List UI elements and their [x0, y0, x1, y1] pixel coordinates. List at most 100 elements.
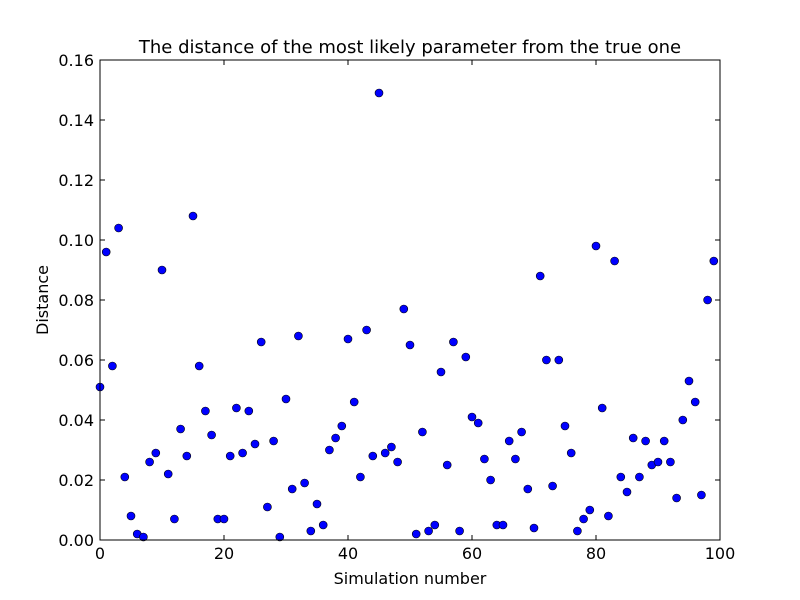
data-point — [145, 457, 154, 467]
data-point — [610, 256, 619, 266]
data-point — [690, 397, 700, 407]
data-point — [399, 304, 409, 314]
plot-area-frame — [99, 59, 721, 541]
data-point — [566, 448, 576, 458]
data-point — [238, 448, 247, 458]
data-point — [300, 478, 309, 488]
x-tick-label: 100 — [705, 544, 736, 563]
data-point — [263, 502, 272, 512]
y-tick-label: 0.16 — [58, 51, 94, 70]
data-point — [672, 493, 681, 503]
x-tick-label: 60 — [462, 544, 482, 563]
data-point — [232, 403, 241, 413]
chart-title: The distance of the most likely paramete… — [138, 37, 681, 58]
data-point — [548, 481, 557, 491]
data-point — [201, 406, 210, 416]
data-point — [573, 526, 582, 536]
data-point — [684, 376, 694, 386]
data-point — [473, 418, 483, 428]
data-point — [182, 451, 192, 461]
data-point — [188, 211, 198, 221]
x-axis-ticks: 0 20 40 60 80 100 — [95, 60, 735, 563]
y-tick-label: 0.02 — [58, 471, 94, 490]
data-point — [653, 457, 663, 467]
data-point — [455, 526, 464, 536]
x-tick-label: 0 — [95, 544, 105, 563]
data-point — [666, 457, 675, 467]
data-point — [275, 532, 285, 542]
data-point — [597, 403, 607, 413]
data-point — [659, 436, 669, 446]
data-point — [604, 511, 613, 521]
data-point — [622, 487, 632, 497]
data-point — [591, 241, 601, 251]
data-point — [101, 247, 111, 257]
data-point — [294, 331, 303, 341]
data-point — [368, 451, 378, 461]
data-point — [467, 412, 477, 422]
data-point — [703, 295, 712, 305]
x-tick-label: 80 — [586, 544, 606, 563]
data-point — [362, 325, 371, 335]
y-tick-label: 0.00 — [58, 531, 94, 550]
data-point — [418, 427, 427, 437]
data-point — [356, 472, 365, 482]
data-point — [641, 436, 650, 446]
data-point — [225, 451, 235, 461]
data-point — [585, 505, 595, 515]
data-point — [207, 430, 216, 440]
data-point — [504, 436, 514, 446]
data-point — [486, 475, 495, 485]
data-point — [312, 499, 322, 509]
data-point — [331, 433, 340, 443]
data-point — [343, 334, 353, 344]
data-point — [108, 361, 117, 371]
y-tick-label: 0.10 — [58, 231, 94, 250]
data-point — [393, 457, 402, 467]
data-point — [461, 352, 471, 362]
data-point — [387, 442, 396, 452]
data-points — [95, 88, 719, 542]
data-point — [535, 271, 545, 281]
data-point — [529, 523, 539, 533]
x-tick-label: 40 — [338, 544, 358, 563]
data-point — [306, 526, 316, 536]
data-point — [256, 337, 266, 347]
data-point — [442, 460, 452, 470]
data-point — [511, 454, 520, 464]
data-point — [542, 355, 551, 365]
y-axis-ticks: 0.00 0.02 0.04 0.06 0.08 0.10 0.12 0.14 0.16 — [58, 51, 720, 550]
data-point — [430, 520, 440, 530]
data-point — [579, 514, 588, 524]
data-point — [374, 88, 384, 98]
data-point — [176, 424, 185, 434]
data-point — [349, 397, 359, 407]
data-point — [157, 265, 167, 275]
data-point — [244, 406, 254, 416]
data-point — [560, 421, 570, 431]
data-point — [523, 484, 533, 494]
y-tick-label: 0.04 — [58, 411, 94, 430]
data-point — [424, 526, 433, 536]
data-point — [250, 439, 260, 449]
data-point — [151, 448, 161, 458]
data-point — [219, 514, 229, 524]
data-point — [498, 520, 508, 530]
data-point — [480, 454, 489, 464]
data-point — [449, 337, 458, 347]
data-point — [709, 256, 719, 266]
data-point — [318, 520, 328, 530]
data-point — [325, 445, 334, 455]
data-point — [194, 361, 204, 371]
data-point — [554, 355, 564, 365]
y-axis-label: Distance — [33, 265, 52, 335]
y-tick-label: 0.12 — [58, 171, 94, 190]
x-axis-label: Simulation number — [334, 569, 487, 588]
data-point — [337, 421, 347, 431]
data-point — [269, 436, 278, 446]
data-point — [678, 415, 688, 425]
data-point — [517, 427, 526, 437]
data-point — [697, 490, 706, 500]
data-point — [120, 472, 130, 482]
